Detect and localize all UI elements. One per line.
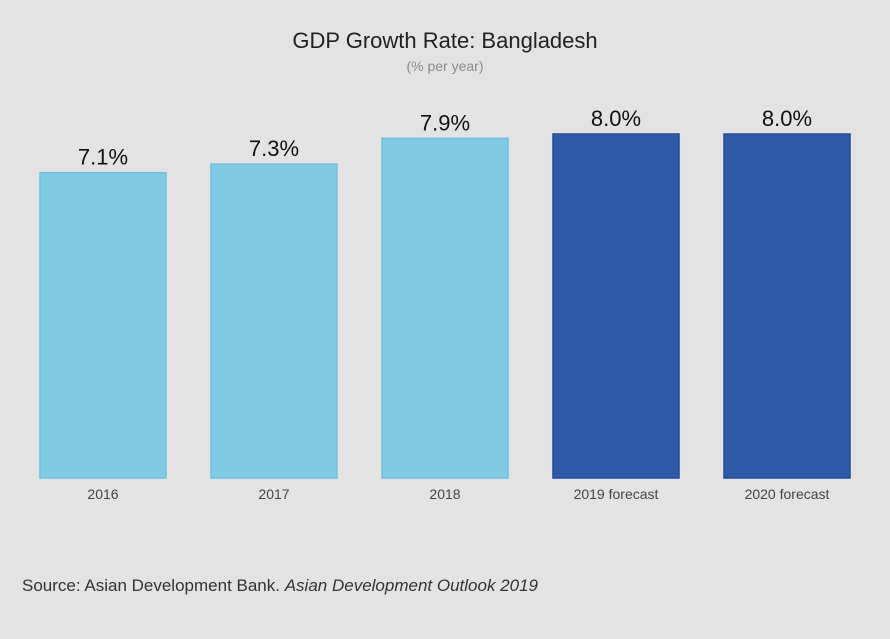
bar-2017 — [210, 163, 338, 479]
value-label: 7.9% — [420, 110, 470, 135]
bar-2019-forecast — [552, 133, 680, 479]
x-tick-label: 2018 — [429, 486, 460, 502]
chart-subtitle: (% per year) — [406, 58, 484, 74]
chart-title: GDP Growth Rate: Bangladesh — [292, 28, 598, 53]
bar-2016 — [39, 171, 167, 479]
bar-2020-forecast — [723, 133, 851, 479]
source-note: Source: Asian Development Bank. Asian De… — [22, 576, 538, 596]
source-prefix: Source: Asian Development Bank. — [22, 576, 280, 595]
x-tick-label: 2017 — [258, 486, 289, 502]
bar-2018 — [381, 137, 509, 479]
source-publication: Asian Development Outlook 2019 — [284, 576, 538, 595]
value-label: 7.3% — [249, 136, 299, 161]
value-label: 7.1% — [78, 145, 128, 170]
x-tick-label: 2020 forecast — [745, 486, 830, 502]
value-label: 8.0% — [762, 106, 812, 131]
bar-chart: 7.1% 2016 7.3% 2017 7.9% 2018 8.0% 2019 forecas… — [39, 106, 851, 502]
value-label: 8.0% — [591, 106, 641, 131]
x-tick-label: 2019 forecast — [574, 486, 659, 502]
x-tick-label: 2016 — [87, 486, 118, 502]
